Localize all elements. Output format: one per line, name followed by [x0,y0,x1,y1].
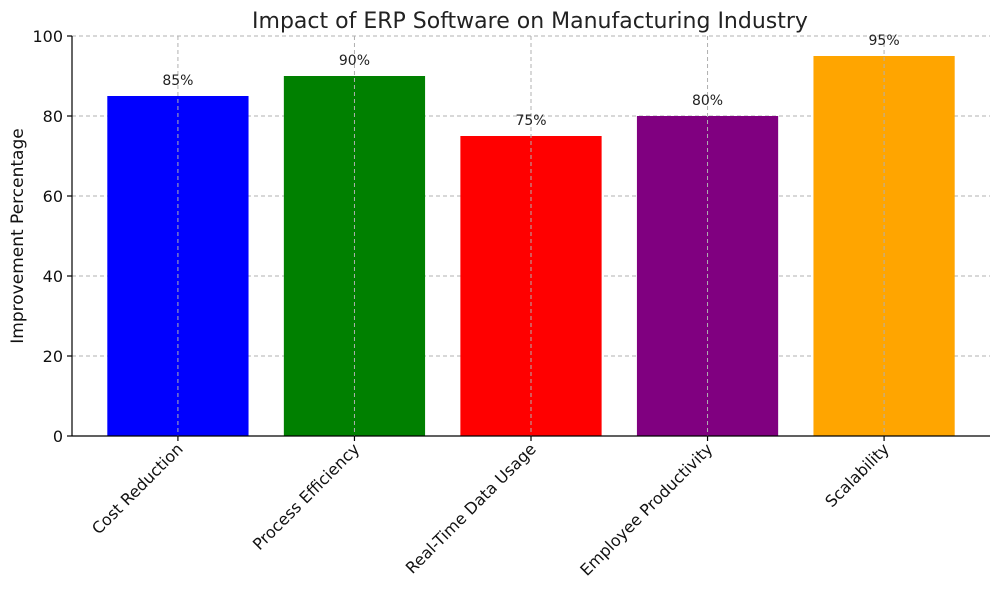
y-tick-label: 0 [53,427,63,446]
data-labels: 85% 90% 75% 80% 95% [162,33,899,129]
bar [107,96,249,436]
x-tick-label: Process Efficiency [249,439,363,553]
y-tick-label: 80 [43,107,63,126]
x-tick-label: Cost Reduction [88,439,187,538]
data-label: 90% [339,53,370,69]
y-axis-label: Improvement Percentage [8,128,28,343]
data-label: 80% [692,93,723,109]
y-tick-label: 60 [43,187,63,206]
y-tick-label: 20 [43,347,63,366]
x-tick-label: Scalability [821,439,893,511]
data-label: 75% [515,113,546,129]
y-tick-label: 100 [32,27,63,46]
bar [460,136,602,436]
y-tick-label: 40 [43,267,63,286]
data-label: 85% [162,73,193,89]
chart-title: Impact of ERP Software on Manufacturing … [252,9,808,34]
x-tick-label: Real-Time Data Usage [402,439,540,577]
vertical-gridlines [177,36,885,436]
x-tick-label: Employee Productivity [576,439,716,579]
data-label: 95% [869,33,900,49]
